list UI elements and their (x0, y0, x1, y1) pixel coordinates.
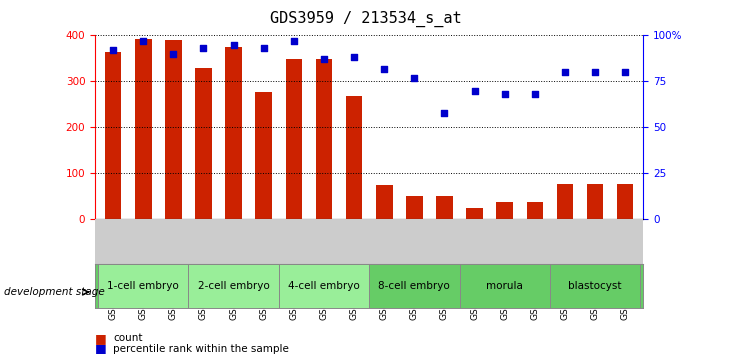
Bar (98, 264, 189, 308)
Point (439, 110, 450, 115)
Bar (550, 264, 640, 308)
Text: percentile rank within the sample: percentile rank within the sample (113, 344, 289, 354)
Point (529, 91, 541, 97)
Bar (189, 264, 279, 308)
Text: 8-cell embryo: 8-cell embryo (379, 281, 450, 291)
Bar (369, 264, 460, 308)
Bar (466, 208, 483, 219)
Bar (225, 47, 242, 219)
Bar (436, 195, 452, 219)
Text: ■: ■ (95, 332, 107, 344)
Bar (135, 39, 151, 219)
Text: ■: ■ (95, 342, 107, 354)
Text: GDS3959 / 213534_s_at: GDS3959 / 213534_s_at (270, 11, 461, 27)
Bar (195, 68, 212, 219)
Text: morula: morula (486, 281, 523, 291)
Point (348, 55, 360, 60)
Bar (165, 40, 181, 219)
Bar (617, 184, 634, 219)
Bar (255, 92, 272, 219)
Bar (316, 59, 333, 219)
Point (409, 75, 420, 81)
Point (258, 45, 270, 51)
Text: blastocyst: blastocyst (568, 281, 622, 291)
Point (167, 51, 179, 57)
Bar (406, 195, 423, 219)
Bar (279, 264, 369, 308)
Point (589, 69, 601, 75)
Bar (526, 202, 543, 219)
Point (619, 69, 631, 75)
Point (228, 42, 240, 47)
Bar (460, 264, 550, 308)
Text: 4-cell embryo: 4-cell embryo (288, 281, 360, 291)
Point (107, 47, 119, 53)
Bar (496, 202, 513, 219)
Bar (587, 184, 603, 219)
Bar (376, 185, 393, 219)
Point (379, 66, 390, 72)
Point (318, 57, 330, 62)
Point (288, 38, 300, 44)
Point (197, 45, 209, 51)
Point (469, 88, 480, 93)
Text: development stage: development stage (4, 287, 105, 297)
Text: count: count (113, 333, 143, 343)
Point (499, 91, 510, 97)
Bar (346, 96, 363, 219)
Bar (286, 59, 302, 219)
Bar (557, 184, 573, 219)
Point (559, 69, 571, 75)
Text: 1-cell embryo: 1-cell embryo (107, 281, 179, 291)
Text: 2-cell embryo: 2-cell embryo (197, 281, 270, 291)
Point (137, 38, 149, 44)
Bar (105, 51, 121, 219)
